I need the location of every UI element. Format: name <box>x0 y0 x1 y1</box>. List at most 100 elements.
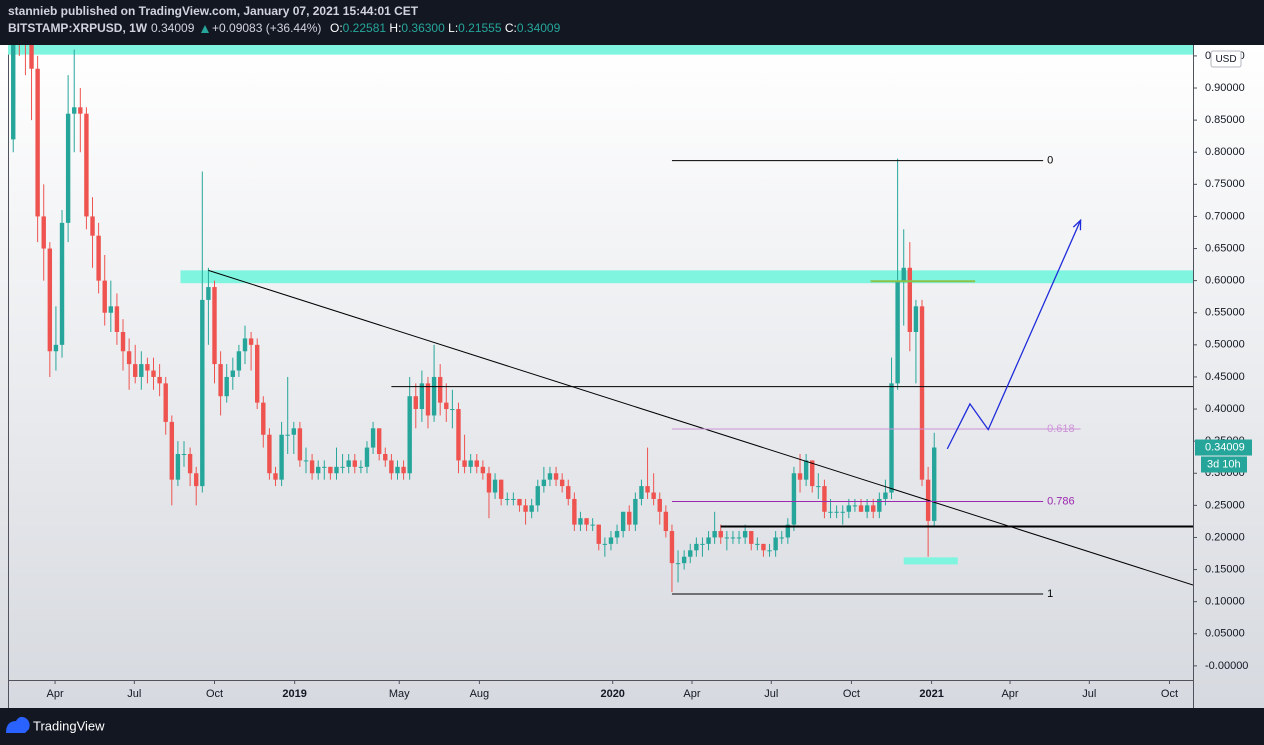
candle-body <box>35 68 40 217</box>
candle-body <box>590 524 595 526</box>
fib-label: 1 <box>1047 588 1053 600</box>
candle-body <box>181 453 187 455</box>
candle-body <box>407 396 412 474</box>
candle-body <box>730 537 736 539</box>
candle-body <box>712 531 717 538</box>
candle-body <box>816 486 821 488</box>
candle-body <box>785 524 791 538</box>
candle-body <box>352 460 357 467</box>
y-tick-label: 0.85000 <box>1205 114 1245 126</box>
candle-body <box>322 466 327 468</box>
fib-label: 0.618 <box>1047 423 1075 435</box>
candle-body <box>334 466 339 474</box>
change: +0.09083 (+36.44%) <box>212 21 321 35</box>
candle-body <box>572 498 577 525</box>
candle-body <box>120 332 126 352</box>
publisher: stannieb published on TradingView.com, J… <box>8 4 419 18</box>
plot-area: 0 0.618 0.786 1 <box>8 45 1193 600</box>
candle-body <box>279 434 284 480</box>
candle-body <box>919 306 925 480</box>
candle-body <box>401 466 406 474</box>
footer-bar <box>0 708 1264 745</box>
candle-body <box>340 466 345 468</box>
candle-body <box>187 453 193 474</box>
candle-body <box>553 473 559 480</box>
candle-body <box>498 479 504 499</box>
zone <box>180 270 1193 284</box>
x-tick-label: Jul <box>127 688 141 700</box>
candle-body <box>529 505 534 512</box>
candle-body <box>474 460 479 467</box>
candle-body <box>114 306 120 333</box>
candle-body <box>511 498 516 500</box>
x-tick-label: Oct <box>206 688 223 700</box>
candle-body <box>736 537 742 539</box>
candle-body <box>688 550 693 557</box>
candle-body <box>486 473 492 493</box>
candle-body <box>291 428 296 435</box>
candle-body <box>877 498 882 512</box>
candle-body <box>681 556 687 564</box>
candle-body <box>41 216 46 249</box>
x-tick-label: Jul <box>764 688 778 700</box>
x-tick-label: May <box>389 688 410 700</box>
candle-body <box>175 453 181 480</box>
candle-body <box>78 107 83 114</box>
drawn-line <box>208 269 1193 586</box>
ohlc-key: C: <box>505 21 517 35</box>
candle-body <box>236 351 242 371</box>
candle-body <box>126 351 132 365</box>
candle-body <box>431 376 437 416</box>
candle-body <box>559 479 565 487</box>
candle-body <box>328 466 333 474</box>
candle-body <box>694 543 699 551</box>
candle-body <box>163 383 168 422</box>
candle-body <box>145 364 150 371</box>
candle-body <box>102 280 107 313</box>
y-tick-label: 0.45000 <box>1205 371 1245 383</box>
candle-body <box>932 447 937 521</box>
price-tag <box>1195 439 1252 456</box>
candle-body <box>761 543 766 551</box>
candle-body <box>523 505 528 512</box>
candle-body <box>773 537 778 551</box>
candle-body <box>547 473 553 480</box>
candle-body <box>657 498 662 512</box>
x-tick-label: Jul <box>1082 688 1096 700</box>
candle-body <box>297 428 303 461</box>
x-tick-label: 2021 <box>919 688 943 700</box>
candle-body <box>627 511 632 525</box>
candle-body <box>456 409 461 461</box>
candle-body <box>791 473 797 525</box>
zone <box>8 45 1193 55</box>
candle-body <box>376 428 382 454</box>
candle-body <box>596 524 601 544</box>
candle-body <box>675 563 681 565</box>
candle-body <box>749 531 754 544</box>
candle-body <box>273 473 278 480</box>
y-tick-label: 0.60000 <box>1205 275 1245 287</box>
candle-body <box>480 466 486 474</box>
candle-body <box>602 543 608 545</box>
candle-body <box>206 287 211 300</box>
y-tick-label: 0.05000 <box>1205 628 1245 640</box>
candle-body <box>47 248 53 352</box>
candle-body <box>261 402 266 435</box>
y-tick-label: 0.70000 <box>1205 210 1245 222</box>
candle-body <box>663 511 669 532</box>
candle-body <box>901 267 906 281</box>
x-tick-label: 2020 <box>600 688 624 700</box>
y-tick-label: 0.40000 <box>1205 403 1245 415</box>
currency: USD <box>1215 54 1236 65</box>
candle-body <box>285 434 290 436</box>
candle-body <box>194 473 199 487</box>
candle-body <box>169 421 175 480</box>
header-bar <box>0 0 1264 45</box>
candle-body <box>370 428 376 448</box>
price-tag-label: 0.34009 <box>1205 441 1245 453</box>
candle-body <box>133 364 138 377</box>
footer-logo <box>6 716 30 733</box>
candle-body <box>315 466 321 474</box>
x-tick-label: 2019 <box>282 688 306 700</box>
candle-body <box>517 498 522 506</box>
